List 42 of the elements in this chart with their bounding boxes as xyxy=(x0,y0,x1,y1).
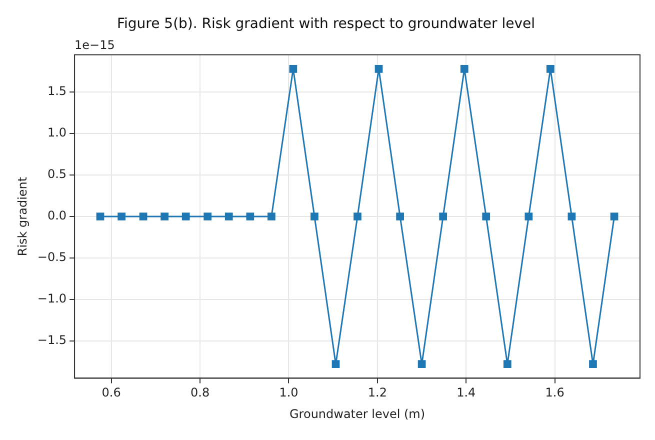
point xyxy=(374,64,383,73)
chart-title: Figure 5(b). Risk gradient with respect to groundwater level xyxy=(116,16,536,32)
y-tick-label: 0.5 xyxy=(47,167,67,182)
point xyxy=(503,360,512,368)
point xyxy=(396,212,404,220)
y-tick-label: −1.5 xyxy=(37,333,67,348)
point xyxy=(246,212,254,220)
x-tick-label: 0.8 xyxy=(190,386,210,400)
x-tick-label: 1.4 xyxy=(456,386,476,400)
point xyxy=(354,212,362,220)
x-tick-label: 1.6 xyxy=(545,386,564,400)
x-tick-label: 1.0 xyxy=(279,386,298,400)
point xyxy=(610,212,618,220)
x-axis-title: Groundwater level (m) xyxy=(289,406,426,421)
point xyxy=(224,212,233,220)
point xyxy=(96,212,104,220)
y-tick-label: −0.5 xyxy=(37,250,67,264)
point xyxy=(139,212,148,220)
point xyxy=(332,360,340,368)
y-axis-title: Risk gradient xyxy=(15,176,30,256)
text: 1e−15 xyxy=(74,38,115,52)
y-tick-label: −1.0 xyxy=(37,292,67,306)
point xyxy=(268,212,276,220)
point xyxy=(524,212,533,220)
point xyxy=(589,360,597,368)
point xyxy=(439,212,448,220)
point xyxy=(568,212,576,220)
y-tick-label: 1.5 xyxy=(47,84,67,98)
point xyxy=(546,64,554,73)
x-tick-label: 0.6 xyxy=(102,386,121,400)
point xyxy=(482,212,490,220)
point xyxy=(182,212,190,220)
point xyxy=(118,212,126,220)
point xyxy=(460,64,468,73)
point xyxy=(204,212,212,220)
x-tick-label: 1.2 xyxy=(368,386,387,400)
point xyxy=(160,212,168,220)
point xyxy=(418,360,426,368)
y-tick-label: 0.0 xyxy=(47,208,67,223)
point xyxy=(289,64,298,73)
point xyxy=(310,212,318,220)
y-tick-label: 1.0 xyxy=(47,126,67,140)
